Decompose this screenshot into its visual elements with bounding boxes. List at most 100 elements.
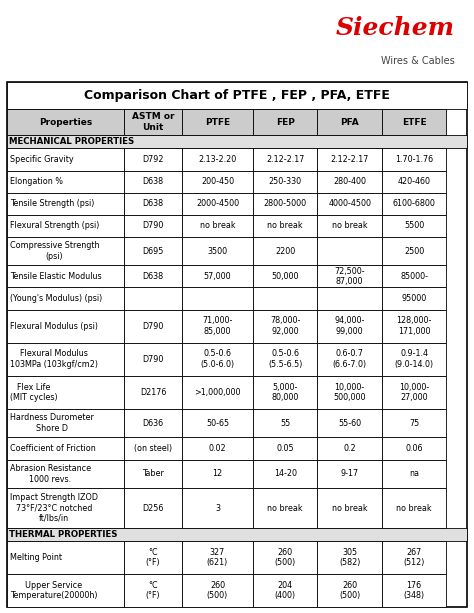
Bar (318, 237, 382, 265)
Bar (253, 170, 318, 192)
Text: D638: D638 (143, 272, 164, 281)
Text: 0.6-0.7
(6.6-7.0): 0.6-0.7 (6.6-7.0) (333, 349, 367, 369)
Bar (182, 148, 253, 170)
Bar (7, 215, 124, 237)
Bar (124, 488, 182, 528)
Bar (7, 82, 467, 109)
Bar (124, 148, 182, 170)
Bar (7, 343, 124, 376)
Text: 5,000-
80,000: 5,000- 80,000 (272, 383, 299, 402)
Bar (318, 148, 382, 170)
Bar (182, 574, 253, 607)
Bar (318, 109, 382, 135)
Text: no break: no break (267, 503, 303, 512)
Text: FEP: FEP (276, 118, 295, 126)
Text: Wires & Cables: Wires & Cables (381, 56, 455, 66)
Bar (253, 310, 318, 343)
Bar (253, 488, 318, 528)
Bar (124, 109, 182, 135)
Text: 55: 55 (280, 419, 291, 428)
Text: 5500: 5500 (404, 221, 424, 230)
Text: 1.70-1.76: 1.70-1.76 (395, 155, 433, 164)
Text: MECHANICAL PROPERTIES: MECHANICAL PROPERTIES (9, 137, 135, 147)
Bar (253, 237, 318, 265)
Bar (318, 376, 382, 409)
Bar (318, 287, 382, 310)
Text: no break: no break (332, 221, 367, 230)
Text: Compressive Strength
(psi): Compressive Strength (psi) (10, 242, 100, 261)
Bar (7, 192, 124, 215)
Text: THERMAL PROPERTIES: THERMAL PROPERTIES (9, 530, 118, 539)
Bar (318, 265, 382, 287)
Bar (124, 343, 182, 376)
Text: 0.02: 0.02 (209, 444, 226, 453)
Bar (253, 192, 318, 215)
Text: Hardness Durometer
Shore D: Hardness Durometer Shore D (10, 413, 94, 433)
Bar (7, 265, 124, 287)
Bar (253, 376, 318, 409)
Text: 128,000-
171,000: 128,000- 171,000 (396, 316, 432, 336)
Bar (253, 343, 318, 376)
Bar (253, 109, 318, 135)
Text: 55-60: 55-60 (338, 419, 361, 428)
Bar (253, 287, 318, 310)
Bar (124, 541, 182, 574)
Bar (253, 574, 318, 607)
Bar (182, 409, 253, 438)
Bar (182, 310, 253, 343)
Text: PTFE: PTFE (205, 118, 230, 126)
Bar (124, 170, 182, 192)
Bar (382, 460, 446, 488)
Text: 2.12-2.17: 2.12-2.17 (330, 155, 369, 164)
Bar (124, 192, 182, 215)
Text: 78,000-
92,000: 78,000- 92,000 (270, 316, 301, 336)
Bar (253, 215, 318, 237)
Bar (182, 109, 253, 135)
Text: D790: D790 (142, 221, 164, 230)
Text: 250-330: 250-330 (269, 177, 302, 186)
Text: (Young's Modulus) (psi): (Young's Modulus) (psi) (10, 294, 102, 303)
Text: Properties: Properties (39, 118, 92, 126)
Text: Tensile Strength (psi): Tensile Strength (psi) (10, 199, 94, 208)
Bar (253, 460, 318, 488)
Bar (382, 237, 446, 265)
Text: 260
(500): 260 (500) (339, 581, 360, 601)
Bar (7, 310, 124, 343)
Bar (318, 170, 382, 192)
Bar (182, 237, 253, 265)
Bar (253, 541, 318, 574)
Text: 75: 75 (409, 419, 419, 428)
Bar (7, 148, 124, 170)
Text: Flexural Strength (psi): Flexural Strength (psi) (10, 221, 99, 230)
Bar (182, 460, 253, 488)
Bar (318, 409, 382, 438)
Text: 260
(500): 260 (500) (207, 581, 228, 601)
Bar (253, 409, 318, 438)
Bar (318, 192, 382, 215)
Text: 420-460: 420-460 (398, 177, 430, 186)
Text: ASTM or
Unit: ASTM or Unit (132, 112, 174, 132)
Bar (7, 287, 124, 310)
Text: 6100-6800: 6100-6800 (392, 199, 436, 208)
Text: Flexural Modulus
103MPa (103kgf/cm2): Flexural Modulus 103MPa (103kgf/cm2) (10, 349, 98, 369)
Text: D638: D638 (143, 199, 164, 208)
Text: 0.2: 0.2 (343, 444, 356, 453)
Bar (318, 541, 382, 574)
Text: no break: no break (332, 503, 367, 512)
Text: 0.9-1.4
(9.0-14.0): 0.9-1.4 (9.0-14.0) (394, 349, 434, 369)
Bar (382, 109, 446, 135)
Text: 85000-: 85000- (400, 272, 428, 281)
Bar (124, 438, 182, 460)
Text: 267
(512): 267 (512) (403, 548, 425, 568)
Text: 280-400: 280-400 (333, 177, 366, 186)
Text: Flex Life
(MIT cycles): Flex Life (MIT cycles) (10, 383, 57, 402)
Text: 10,000-
27,000: 10,000- 27,000 (399, 383, 429, 402)
Text: 2.12-2.17: 2.12-2.17 (266, 155, 304, 164)
Text: Impact Strength IZOD
73°F/23°C notched
ft/lbs/in: Impact Strength IZOD 73°F/23°C notched f… (10, 493, 98, 523)
Bar (124, 310, 182, 343)
Text: 0.5-0.6
(5.5-6.5): 0.5-0.6 (5.5-6.5) (268, 349, 302, 369)
Bar (124, 287, 182, 310)
Bar (382, 215, 446, 237)
Text: D2176: D2176 (140, 388, 166, 397)
Bar (182, 438, 253, 460)
